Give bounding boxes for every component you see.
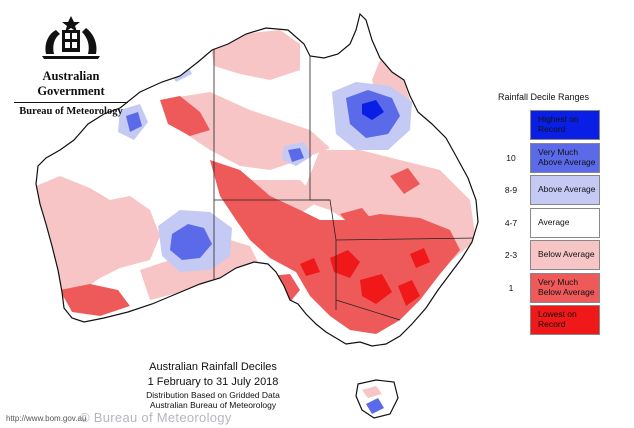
government-label: Australian Government — [37, 69, 105, 98]
legend-label: Very Much Below Average — [538, 276, 595, 297]
coat-of-arms-icon — [42, 16, 100, 59]
source-url: http://www.bom.gov.au — [6, 414, 87, 423]
legend-label: Very Much Above Average — [538, 146, 596, 167]
bureau-label: Bureau of Meteorology — [19, 106, 123, 117]
legend-swatch — [530, 175, 600, 205]
watermark: © Bureau of Meteorology — [80, 410, 232, 425]
legend-swatch — [530, 207, 600, 238]
legend-swatch — [530, 305, 600, 335]
legend-range: 8-9 — [504, 185, 518, 195]
legend-title: Rainfall Decile Ranges — [498, 92, 590, 102]
caption-title: Australian Rainfall Deciles — [149, 361, 277, 373]
legend-swatch — [530, 272, 600, 303]
legend-label: Average — [538, 216, 570, 227]
legend-label: Lowest on Record — [538, 309, 577, 329]
legend-range: 2-3 — [504, 250, 518, 260]
legend-range: 10 — [506, 152, 516, 163]
legend-range: 4-7 — [504, 217, 518, 228]
caption-period: 1 February to 31 July 2018 — [147, 376, 279, 388]
legend-swatch — [530, 142, 600, 173]
legend-label: Highest on Record — [538, 114, 579, 134]
legend-range: 1 — [508, 282, 514, 293]
legend-swatch — [530, 240, 600, 270]
divider — [14, 102, 128, 103]
caption-basis: Distribution Based on Gridded Data — [146, 390, 280, 400]
legend-swatch — [530, 110, 600, 140]
legend-label: Above Average — [538, 184, 596, 194]
caption-source: Australian Bureau of Meteorology — [149, 400, 277, 410]
bom-logo: Australian Government Bureau of Meteorol… — [12, 14, 130, 117]
map-caption: Australian Rainfall Deciles 1 February t… — [128, 361, 298, 410]
legend-label: Below Average — [538, 249, 595, 259]
